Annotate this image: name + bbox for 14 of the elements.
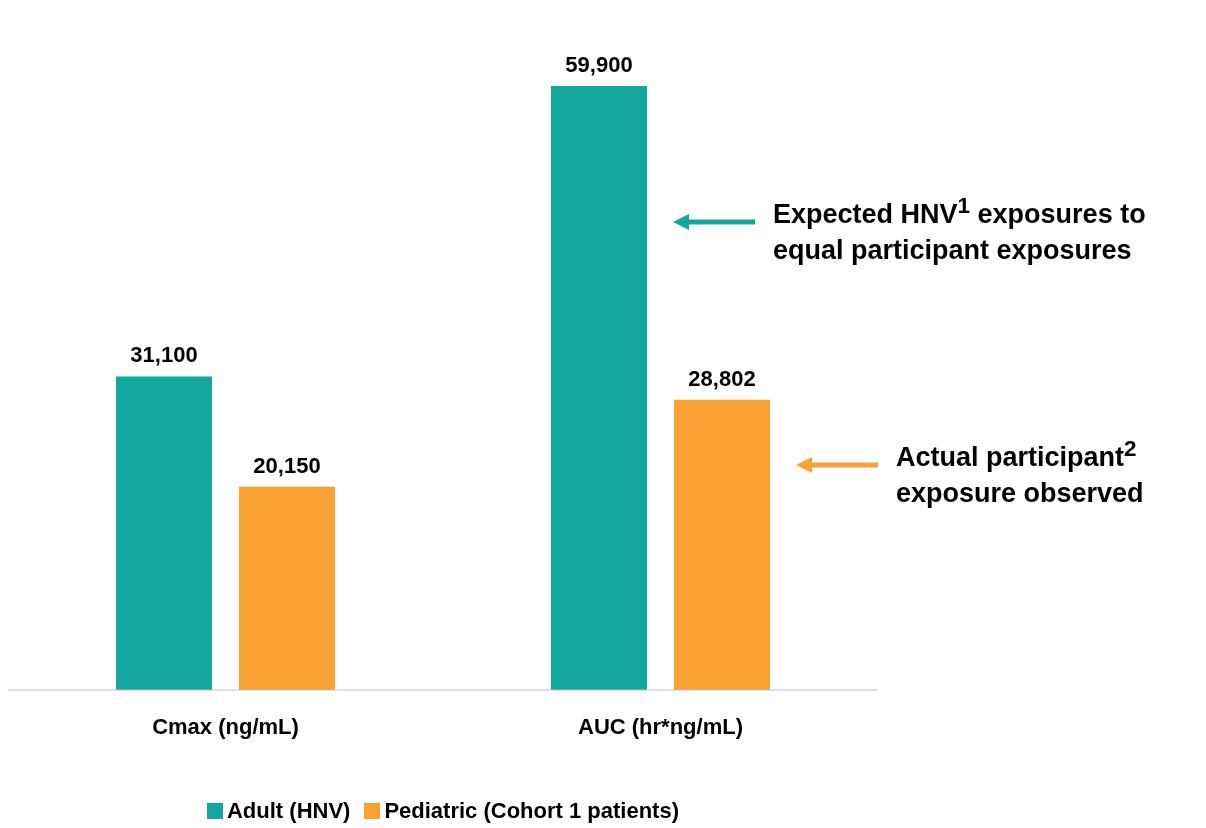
x-tick-label: Cmax (ng/mL): [152, 713, 299, 739]
annotation: Expected HNV$^{1}$ exposures to equal participant exposures: [773, 192, 1147, 267]
text: Actual participant$^{2}$ exposure observed: [896, 434, 1145, 510]
data-label: 28,802: [688, 365, 756, 391]
legend-label: Adult (HNV): [226, 798, 351, 824]
data-label: 59,900: [565, 52, 633, 78]
data-label: 20,150: [253, 452, 321, 478]
bar: [116, 376, 212, 690]
x-tick-label: AUC (hr*ng/mL): [578, 713, 743, 739]
data-label: 31,100: [130, 342, 198, 368]
bar: [551, 86, 647, 690]
legend-label: Pediatric (Cohort 1 patients): [383, 798, 679, 824]
bar: [239, 486, 335, 690]
bar: [674, 399, 770, 690]
